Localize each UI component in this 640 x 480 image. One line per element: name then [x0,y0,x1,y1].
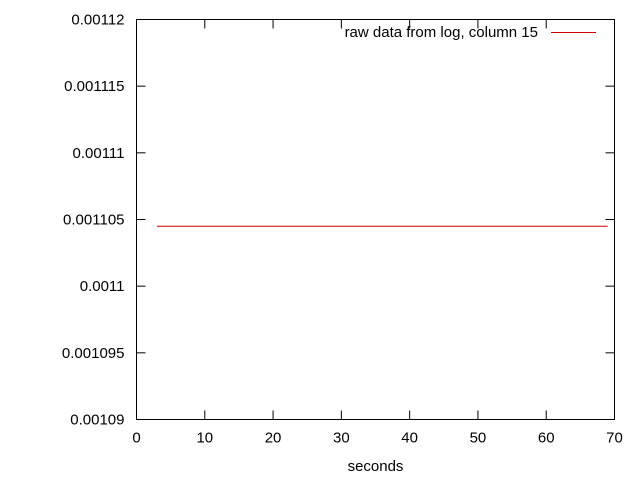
x-tick-label-6: 60 [538,430,555,447]
legend-label-series-1: raw data from log, column 15 [345,24,538,41]
y-tick-label-0: 0.00109 [70,412,124,429]
y-tick-label-4: 0.00111 [73,145,125,162]
x-tick-label-5: 50 [470,430,487,447]
tick-labels: 0 10 20 30 40 50 60 70 0.00109 0.001095 0.0011 0.00… [62,12,623,447]
x-tick-label-7: 70 [606,430,623,447]
x-tick-label-1: 10 [196,430,213,447]
x-axis-label: seconds [348,458,404,475]
y-tick-label-5: 0.001115 [64,78,124,95]
tick-marks [136,19,615,420]
x-tick-label-3: 30 [333,430,350,447]
legend: raw data from log, column 15 [345,24,596,41]
plot-frame [136,19,615,420]
y-tick-label-1: 0.001095 [62,345,125,362]
x-tick-label-2: 20 [265,430,282,447]
y-tick-label-2: 0.0011 [80,278,125,295]
x-tick-label-0: 0 [132,430,140,447]
x-tick-label-4: 40 [401,430,418,447]
y-tick-label-3: 0.001105 [63,212,124,229]
y-tick-label-6: 0.00112 [71,12,124,29]
